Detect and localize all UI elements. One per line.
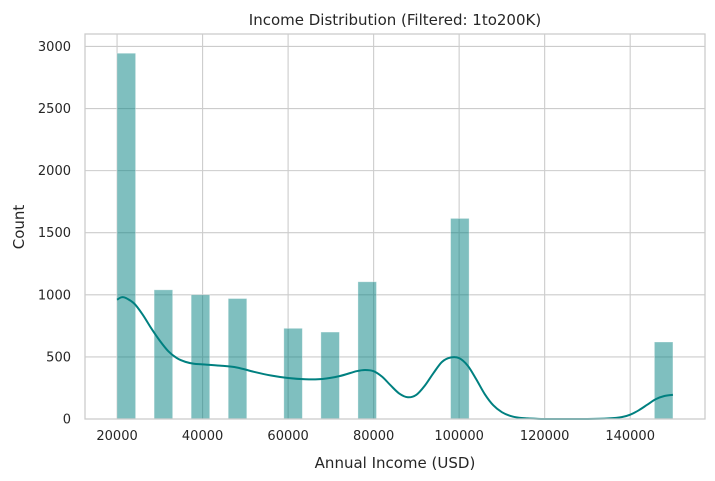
histogram-bar [190, 294, 211, 420]
x-tick-label: 100000 [434, 429, 484, 444]
y-tick-label: 500 [46, 350, 71, 365]
y-tick-label: 1000 [38, 288, 71, 303]
histogram-bar [283, 327, 303, 420]
x-tick-label: 80000 [353, 429, 394, 444]
y-axis-label: Count [10, 205, 28, 250]
histogram-bar [450, 218, 470, 420]
plot-area [85, 34, 705, 419]
x-tick-label: 120000 [520, 429, 570, 444]
x-tick-labels: 20000 40000 60000 80000 100000 120000 140000 [96, 429, 655, 444]
x-tick-label: 40000 [182, 429, 223, 444]
y-tick-label: 1500 [38, 226, 71, 241]
chart-title: Income Distribution (Filtered: 1to200K) [249, 11, 541, 29]
y-tick-labels: 0 500 1000 1500 2000 2500 3000 [38, 40, 71, 428]
y-tick-label: 3000 [38, 40, 71, 55]
x-axis-label: Annual Income (USD) [315, 454, 476, 472]
histogram-bar [227, 298, 248, 420]
plot-frame [84, 33, 706, 420]
histogram-bar [320, 331, 340, 420]
histogram-bar [116, 52, 136, 420]
histogram-bar [153, 289, 174, 420]
histogram-bar [654, 341, 674, 420]
y-tick-label: 2500 [38, 102, 71, 117]
x-tick-label: 140000 [605, 429, 655, 444]
x-tick-label: 20000 [96, 429, 137, 444]
x-tick-label: 60000 [267, 429, 308, 444]
histogram-bar [357, 281, 377, 420]
y-tick-label: 0 [63, 413, 71, 428]
y-tick-label: 2000 [38, 164, 71, 179]
